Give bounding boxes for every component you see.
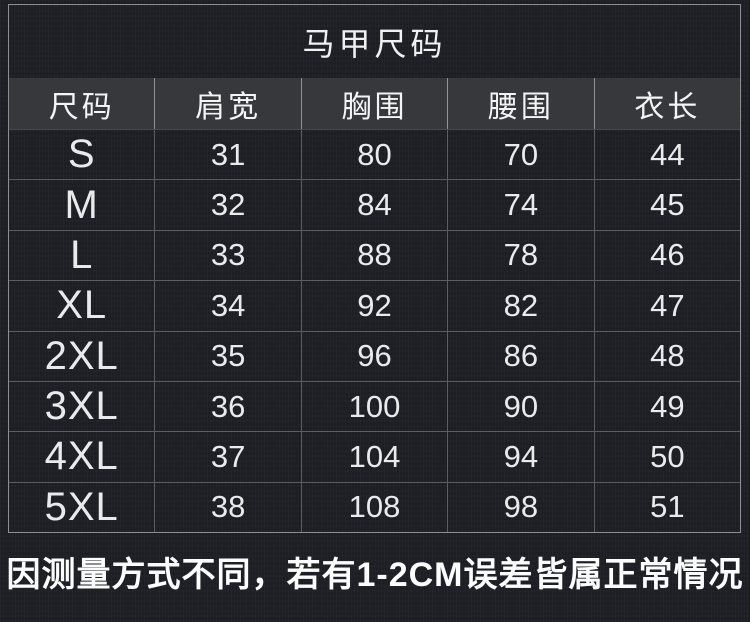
cell-value: 50	[593, 432, 740, 482]
table-row-l: L 33 88 78 46	[9, 229, 740, 281]
cell-value: 47	[593, 281, 740, 331]
cell-value: 74	[447, 180, 593, 230]
cell-value: 98	[447, 482, 593, 532]
cell-size: XL	[56, 283, 108, 328]
cell-value: 35	[154, 331, 300, 381]
cell-value: 31	[154, 130, 300, 180]
table-row-xl: XL 34 92 82 47	[9, 280, 740, 331]
cell-value: 104	[300, 432, 447, 482]
table-row-m: M 32 84 74 45	[9, 179, 740, 230]
header-cell-shoulder: 肩宽	[154, 78, 300, 129]
cell-value: 78	[447, 230, 593, 281]
cell-value: 80	[300, 130, 447, 180]
cell-size: L	[70, 232, 94, 277]
cell-value: 49	[593, 381, 740, 432]
table-title: 马甲尺码	[302, 25, 447, 62]
cell-value: 94	[447, 432, 593, 482]
table-body: S 31 80 70 44 M 32 84 74 45 L 33 88 78 4…	[9, 129, 740, 532]
header-cell-chest: 胸围	[300, 78, 447, 129]
cell-size: 4XL	[44, 434, 119, 479]
header-cell-waist: 腰围	[447, 78, 593, 129]
table-row-2xl: 2XL 35 96 86 48	[9, 330, 740, 381]
cell-size: M	[64, 182, 99, 227]
cell-value: 82	[447, 281, 593, 331]
cell-size: 2XL	[44, 333, 119, 378]
cell-value: 34	[154, 281, 300, 331]
cell-value: 100	[300, 381, 447, 432]
cell-value: 37	[154, 432, 300, 482]
table-row-4xl: 4XL 37 104 94 50	[9, 431, 740, 482]
cell-size: 5XL	[44, 484, 119, 529]
cell-value: 92	[300, 281, 447, 331]
cell-value: 38	[154, 482, 300, 532]
cell-value: 48	[593, 331, 740, 381]
cell-value: 45	[593, 180, 740, 230]
cell-value: 96	[300, 331, 447, 381]
cell-value: 70	[447, 130, 593, 180]
table-row-5xl: 5XL 38 108 98 51	[9, 481, 740, 532]
measurement-tolerance-note: 因测量方式不同，若有1-2CM误差皆属正常情况	[6, 556, 744, 594]
cell-value: 86	[447, 331, 593, 381]
header-cell-size: 尺码	[48, 90, 115, 124]
cell-value: 51	[593, 482, 740, 532]
cell-value: 84	[300, 180, 447, 230]
header-cell-length: 衣长	[593, 78, 740, 129]
cell-value: 32	[154, 180, 300, 230]
cell-size: S	[67, 132, 96, 177]
table-row-3xl: 3XL 36 100 90 49	[9, 380, 740, 432]
cell-size: 3XL	[44, 384, 119, 429]
table-header-row: 尺码 肩宽 胸围 腰围 衣长	[9, 78, 740, 129]
size-chart-table: 马甲尺码 尺码 肩宽 胸围 腰围 衣长 S 31 80 70 44 M 32 8…	[8, 4, 741, 533]
cell-value: 44	[593, 130, 740, 180]
table-row-s: S 31 80 70 44	[9, 129, 740, 180]
cell-value: 108	[300, 482, 447, 532]
cell-value: 36	[154, 381, 300, 432]
cell-value: 46	[593, 230, 740, 281]
cell-value: 88	[300, 230, 447, 281]
cell-value: 33	[154, 230, 300, 281]
cell-value: 90	[447, 381, 593, 432]
